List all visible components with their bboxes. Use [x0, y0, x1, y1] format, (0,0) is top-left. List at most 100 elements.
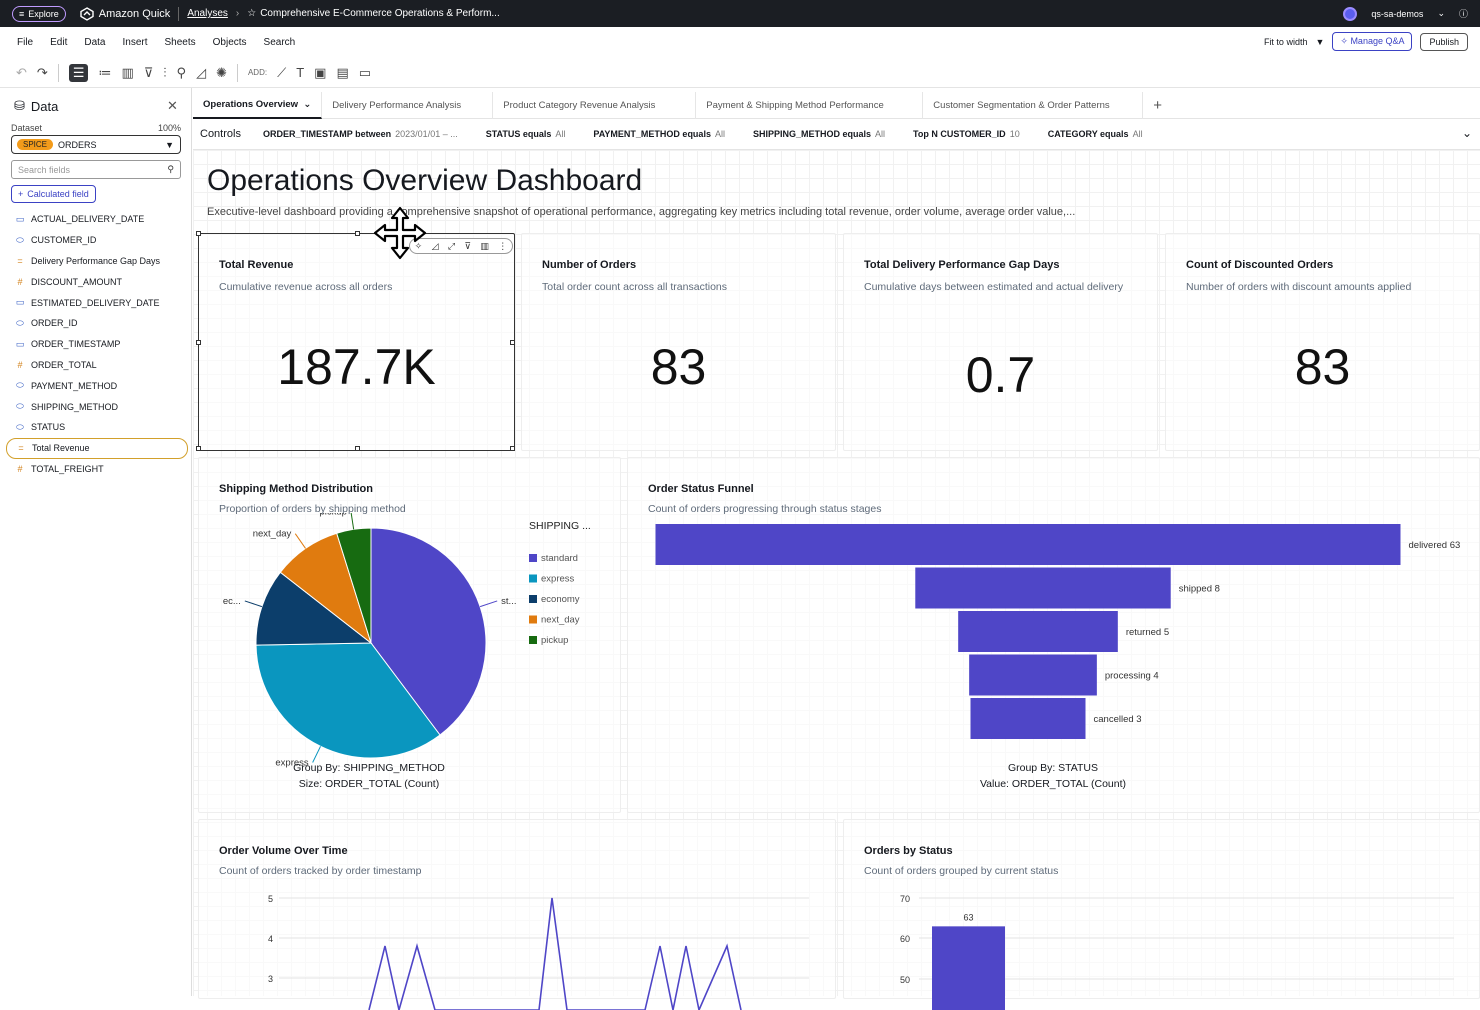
menu-insert[interactable]: Insert [122, 36, 148, 48]
field-item[interactable]: ⬭ PAYMENT_METHOD [6, 375, 188, 396]
kpi-subtitle: Number of orders with discount amounts a… [1186, 281, 1412, 293]
kpi-discounted-orders[interactable]: Count of Discounted Orders Number of ord… [1165, 233, 1480, 451]
brand-name: Amazon Quick [98, 7, 171, 20]
kpi-number-of-orders[interactable]: Number of Orders Total order count acros… [521, 233, 836, 451]
resize-handle[interactable] [510, 340, 515, 345]
undo-icon[interactable]: ↶ [16, 64, 27, 80]
field-item[interactable]: ⬭ CUSTOMER_ID [6, 230, 188, 251]
resize-handle[interactable] [196, 231, 201, 236]
divider [178, 6, 180, 21]
fit-to-width-select[interactable]: Fit to width [1263, 36, 1308, 47]
filter-icon[interactable]: ⊽ [143, 64, 154, 80]
order-status-funnel-visual[interactable]: Order Status Funnel Count of orders prog… [627, 457, 1480, 813]
resize-handle[interactable] [196, 446, 201, 451]
layout-icon[interactable]: ▥ [480, 240, 489, 251]
more-options-icon[interactable]: ⋮ [498, 240, 508, 251]
field-item[interactable]: # TOTAL_FREIGHT [6, 459, 188, 480]
data-pane-icon[interactable]: ☰ [68, 63, 89, 82]
field-item[interactable]: ▭ ORDER_TIMESTAMP [6, 334, 188, 355]
field-item[interactable]: ⬭ SHIPPING_METHOD [6, 396, 188, 417]
dataset-select[interactable]: SPICE ORDERS ▼ [11, 135, 181, 154]
visuals-icon[interactable]: ▥ [121, 64, 134, 80]
tab-customer-segmentation[interactable]: Customer Segmentation & Order Patterns [923, 91, 1144, 119]
add-visual-icon[interactable]: ⟋ [277, 64, 287, 80]
menu-search[interactable]: Search [263, 36, 296, 48]
menu-edit[interactable]: Edit [50, 36, 68, 48]
add-sheet-icon[interactable]: + [1153, 96, 1163, 114]
control-top-n-customer[interactable]: Top N CUSTOMER_ID 10 [913, 129, 1020, 139]
add-embed-icon[interactable]: ▭ [358, 64, 372, 80]
close-icon[interactable]: ✕ [167, 98, 178, 113]
kpi-total-revenue[interactable]: Total Revenue Cumulative revenue across … [196, 206, 515, 451]
kpi-delivery-gap[interactable]: Total Delivery Performance Gap Days Cumu… [843, 233, 1158, 451]
insights-icon[interactable]: ⚲ [176, 64, 187, 80]
control-payment-method[interactable]: PAYMENT_METHOD equals All [593, 129, 725, 139]
help-icon[interactable]: ⓘ [1458, 9, 1468, 19]
field-item[interactable]: ⬭ ORDER_ID [6, 313, 188, 334]
menu-data[interactable]: Data [84, 36, 106, 48]
menu-objects[interactable]: Objects [212, 36, 247, 48]
menu-file[interactable]: File [17, 36, 34, 48]
pie-group-by: Group By: SHIPPING_METHOD [293, 762, 445, 774]
menu-sheets[interactable]: Sheets [164, 36, 196, 48]
funnel-value: Value: ORDER_TOTAL (Count) [979, 778, 1127, 790]
resize-handle[interactable] [355, 231, 360, 236]
parameters-icon[interactable]: ⫶ [163, 64, 167, 80]
properties-icon[interactable]: ≔ [98, 64, 112, 80]
tab-delivery-performance[interactable]: Delivery Performance Analysis [322, 91, 494, 119]
chevron-down-icon[interactable]: ⌄ [303, 98, 312, 110]
field-item[interactable]: ▭ ACTUAL_DELIVERY_DATE [6, 209, 188, 230]
field-item[interactable]: ⬭ STATUS [6, 417, 188, 438]
control-shipping-method[interactable]: SHIPPING_METHOD equals All [753, 129, 885, 139]
chevron-down-icon[interactable]: ⌄ [1461, 126, 1472, 140]
sheet-tabs: Operations Overview ⌄ Delivery Performan… [193, 91, 1480, 119]
kpi-value: 83 [1294, 339, 1351, 395]
field-item[interactable]: # ORDER_TOTAL [6, 355, 188, 376]
order-volume-line-visual[interactable]: Order Volume Over Time Count of orders t… [198, 819, 836, 1010]
resize-handle[interactable] [355, 446, 360, 451]
control-status[interactable]: STATUS equals All [486, 129, 566, 139]
field-item[interactable]: = Delivery Performance Gap Days [6, 251, 188, 272]
tab-product-category[interactable]: Product Category Revenue Analysis [493, 91, 697, 119]
themes-icon[interactable]: ✺ [216, 64, 227, 80]
search-icon: ⚲ [167, 164, 174, 174]
redo-icon[interactable]: ↷ [36, 64, 48, 80]
field-item[interactable]: # DISCOUNT_AMOUNT [6, 271, 188, 292]
publish-button[interactable]: Publish [1420, 32, 1468, 51]
tab-payment-shipping[interactable]: Payment & Shipping Method Performance [696, 91, 924, 119]
breadcrumb-analyses[interactable]: Analyses [187, 8, 228, 19]
tab-operations-overview[interactable]: Operations Overview ⌄ [193, 91, 323, 119]
menu-bar: File Edit Data Insert Sheets Objects Sea… [0, 27, 1480, 57]
control-order-timestamp[interactable]: ORDER_TIMESTAMP between 2023/01/01 – ... [263, 129, 458, 139]
resize-handle[interactable] [510, 446, 515, 451]
sparkle-icon[interactable]: ✧ [414, 240, 423, 251]
forecast-icon[interactable]: ◿ [196, 64, 207, 80]
field-item[interactable]: = Total Revenue [6, 437, 188, 459]
manage-qa-button[interactable]: ✧ Manage Q&A [1332, 32, 1413, 51]
star-icon[interactable]: ☆ [247, 8, 257, 19]
q-assistant-icon[interactable] [1343, 6, 1358, 21]
visual-title: Shipping Method Distribution [219, 483, 373, 495]
control-category[interactable]: CATEGORY equals All [1048, 129, 1143, 139]
field-item[interactable]: ▭ ESTIMATED_DELIVERY_DATE [6, 292, 188, 313]
add-image-icon[interactable]: ▣ [314, 64, 327, 80]
add-chart-icon[interactable]: ▤ [336, 64, 349, 80]
calculated-field-label: Calculated field [27, 189, 89, 199]
caret-down-icon[interactable]: ▼ [1315, 36, 1325, 47]
chevron-down-icon[interactable]: ⌄ [1437, 8, 1445, 18]
filter-icon[interactable]: ⊽ [464, 240, 472, 251]
shipping-method-pie-visual[interactable]: Shipping Method Distribution Proportion … [198, 457, 621, 813]
analysis-title: Comprehensive E-Commerce Operations & Pe… [260, 8, 500, 19]
add-text-icon[interactable]: T [296, 65, 305, 80]
explore-button[interactable]: ≡ Explore [12, 5, 66, 22]
calculated-field-button[interactable]: + Calculated field [11, 185, 96, 203]
control-value: 10 [1009, 129, 1020, 139]
account-name[interactable]: qs-sa-demos [1371, 8, 1424, 19]
orders-by-status-bar-visual[interactable]: Orders by Status Count of orders grouped… [843, 819, 1480, 1010]
expand-icon[interactable]: ⤢ [447, 240, 456, 251]
resize-handle[interactable] [196, 340, 201, 345]
brand[interactable]: Amazon Quick [80, 6, 171, 21]
chart-type-icon[interactable]: ◿ [431, 240, 439, 251]
search-fields-input[interactable]: Search fields ⚲ [11, 160, 181, 179]
kpi-title: Count of Discounted Orders [1186, 259, 1334, 271]
